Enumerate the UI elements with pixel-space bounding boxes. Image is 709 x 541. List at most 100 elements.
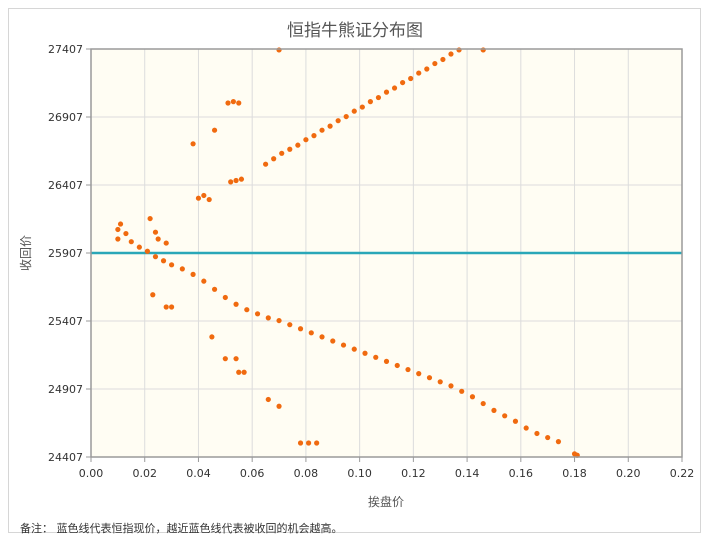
bear-point xyxy=(502,413,508,419)
x-tick-label: 0.04 xyxy=(186,467,211,480)
bear-point xyxy=(319,334,325,340)
bear-point xyxy=(469,394,476,400)
bear-point xyxy=(287,322,293,328)
bull-point xyxy=(206,196,212,203)
bear-point xyxy=(168,262,175,268)
bear-point xyxy=(545,434,551,441)
bear-point xyxy=(155,236,161,242)
y-tick-label: 25907 xyxy=(48,247,83,260)
bear-point xyxy=(448,383,454,389)
x-tick-label: 0.12 xyxy=(401,467,426,480)
bull-point xyxy=(408,75,414,82)
bear-point xyxy=(459,388,465,394)
bear-point xyxy=(115,236,121,242)
bear-point xyxy=(254,311,261,317)
bull-point xyxy=(233,177,239,184)
bear-point xyxy=(265,396,271,403)
y-axis-label: 收回价 xyxy=(19,235,33,271)
bull-point xyxy=(230,99,236,105)
scatter-points xyxy=(115,47,580,458)
bear-point xyxy=(163,240,169,246)
plot-border xyxy=(90,48,683,458)
bear-point xyxy=(555,439,562,445)
bear-point xyxy=(297,326,304,332)
x-axis-label: 挨盘价 xyxy=(368,494,404,509)
bear-point xyxy=(394,362,400,369)
x-tick-label: 0.10 xyxy=(347,467,372,480)
chart-title: 恒指牛熊证分布图 xyxy=(287,21,423,41)
x-tick-label: 0.14 xyxy=(455,467,480,480)
bear-point xyxy=(534,430,540,437)
y-tick-label: 26407 xyxy=(48,179,83,192)
bull-point xyxy=(225,100,231,106)
bear-point xyxy=(308,330,314,336)
x-tick-label: 0.02 xyxy=(132,467,157,480)
bear-point xyxy=(512,418,519,424)
bull-point xyxy=(383,89,390,95)
bear-point xyxy=(265,315,271,321)
chart-frame xyxy=(8,8,701,533)
y-tick-label: 24407 xyxy=(48,451,83,464)
bear-point xyxy=(117,221,124,227)
bull-point xyxy=(327,123,333,129)
y-tick-label: 24907 xyxy=(48,383,83,396)
bull-point xyxy=(279,150,285,156)
bear-point xyxy=(523,425,529,431)
x-tick-label: 0.20 xyxy=(616,467,641,480)
bull-point xyxy=(303,137,309,143)
bull-point xyxy=(335,118,341,124)
bear-point xyxy=(211,286,218,292)
bear-point xyxy=(383,358,390,364)
bear-point xyxy=(233,301,239,307)
bull-point xyxy=(276,47,282,53)
bear-point xyxy=(314,440,320,446)
bear-point xyxy=(362,350,368,356)
bear-point xyxy=(480,400,486,407)
bear-point xyxy=(244,307,250,313)
bear-point xyxy=(201,278,207,284)
bear-point xyxy=(152,254,159,260)
bear-point xyxy=(115,226,121,233)
bull-point xyxy=(416,70,422,76)
bull-point xyxy=(456,47,462,53)
bear-point xyxy=(276,403,282,409)
bull-point xyxy=(319,127,325,133)
bull-point xyxy=(228,179,234,185)
x-tick-label: 0.16 xyxy=(509,467,534,480)
bear-point xyxy=(330,338,336,344)
bull-point xyxy=(432,60,438,67)
bull-point xyxy=(448,51,454,57)
bear-point xyxy=(351,346,357,352)
bear-point xyxy=(222,356,228,362)
x-tick-label: 0.22 xyxy=(670,467,695,480)
x-tick-label: 0.18 xyxy=(562,467,587,480)
x-tick-label: 0.08 xyxy=(294,467,319,480)
bull-point xyxy=(424,66,430,72)
bull-point xyxy=(236,100,242,106)
bull-point xyxy=(375,94,382,101)
bear-point xyxy=(147,215,153,222)
bull-point xyxy=(271,156,277,162)
bull-point xyxy=(190,141,196,147)
bear-point xyxy=(163,304,169,310)
bear-point xyxy=(416,371,422,377)
bear-point xyxy=(209,334,215,340)
bear-point xyxy=(405,366,411,373)
bear-point xyxy=(373,354,379,360)
bear-point xyxy=(168,304,175,310)
bear-point xyxy=(236,369,242,375)
bull-point xyxy=(367,99,373,105)
bear-point xyxy=(222,294,228,301)
bull-point xyxy=(440,56,446,63)
bull-point xyxy=(311,133,317,139)
bear-point xyxy=(426,375,433,381)
bear-point xyxy=(340,342,347,348)
bull-point xyxy=(287,146,293,152)
bear-point xyxy=(128,239,134,245)
bear-point xyxy=(136,244,142,250)
bear-point xyxy=(160,258,167,264)
bear-point xyxy=(305,440,312,446)
bull-point xyxy=(195,195,202,201)
x-tick-label: 0.06 xyxy=(240,467,265,480)
bear-point xyxy=(152,229,159,235)
